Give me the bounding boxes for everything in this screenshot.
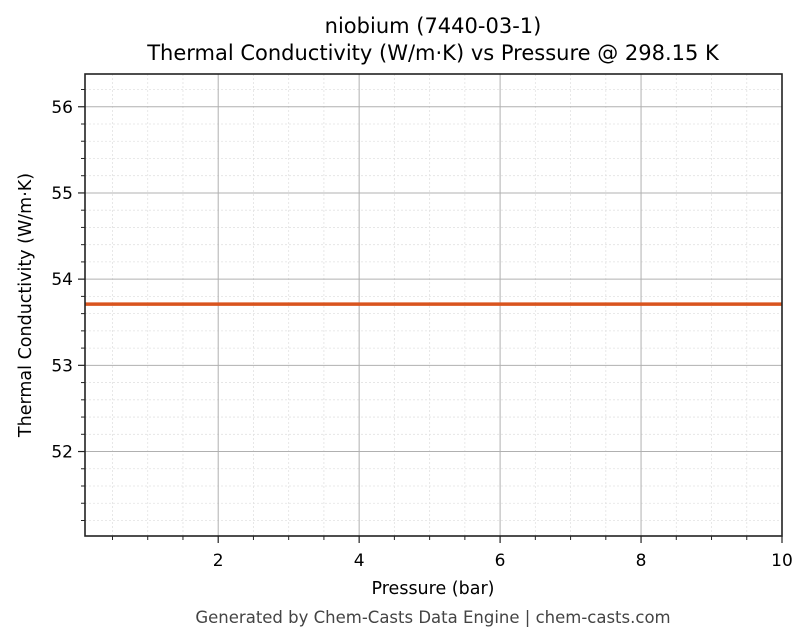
x-tick-label: 4 xyxy=(354,551,365,571)
y-tick-label: 52 xyxy=(51,443,73,463)
y-axis-label: Thermal Conductivity (W/m·K) xyxy=(16,173,36,438)
axes xyxy=(78,73,783,543)
x-tick-label: 8 xyxy=(636,551,647,571)
x-tick-label: 10 xyxy=(771,551,793,571)
y-tick-label: 53 xyxy=(51,356,73,376)
x-tick-label: 2 xyxy=(213,551,224,571)
tick-labels: 2 4 6 8 10 52 53 54 55 56 xyxy=(51,98,792,571)
minor-grid xyxy=(85,74,782,536)
y-tick-label: 54 xyxy=(51,270,73,290)
y-tick-label: 55 xyxy=(51,184,73,204)
footer-credit: Generated by Chem-Casts Data Engine | ch… xyxy=(195,608,671,627)
x-axis-label: Pressure (bar) xyxy=(372,579,495,599)
y-tick-label: 56 xyxy=(51,98,73,118)
x-tick-label: 6 xyxy=(495,551,506,571)
chart-title: niobium (7440-03-1) xyxy=(324,14,542,38)
chart-subtitle: Thermal Conductivity (W/m·K) vs Pressure… xyxy=(147,41,719,65)
